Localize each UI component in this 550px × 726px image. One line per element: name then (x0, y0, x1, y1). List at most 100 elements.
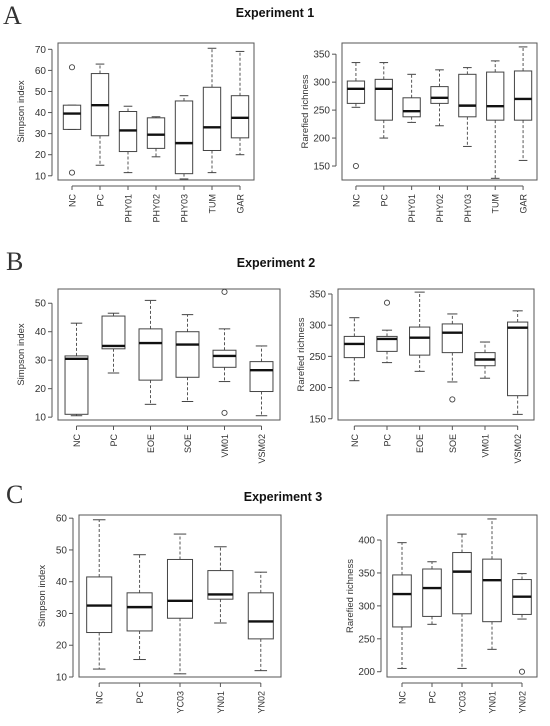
iqr-box (343, 335, 365, 359)
x-category-label: PC (379, 194, 389, 207)
y-axis-title: Simpson index (37, 565, 48, 628)
iqr-box (247, 592, 274, 640)
y-tick-label: 10 (35, 171, 47, 182)
box-tum (486, 60, 505, 179)
iqr-box (166, 558, 194, 619)
box-nc (64, 322, 89, 417)
outlier-point (449, 396, 456, 403)
plot-frame (57, 288, 281, 421)
box-yc03 (166, 533, 194, 675)
iqr-box (249, 361, 274, 393)
x-category-label: NC (398, 691, 408, 704)
x-category-label: EOE (146, 434, 156, 453)
y-tick-label: 40 (56, 577, 68, 588)
outlier-point (221, 288, 228, 295)
box-pc (90, 63, 110, 166)
iqr-box (146, 117, 166, 149)
experiment-3-title: Experiment 3 (244, 490, 323, 504)
plot-b-simpson: 10 20 30 40 50 Simpson index NC PC EOE SOE VM01 VSM… (16, 288, 281, 464)
y-tick-label: 70 (35, 45, 47, 56)
x-category-label: NC (351, 194, 361, 207)
plot-frame (337, 288, 535, 421)
x-category-label: YC03 (176, 691, 186, 714)
plot-frame (341, 42, 538, 181)
y-tick-label: 300 (309, 321, 326, 332)
x-category-label: PHY03 (463, 194, 473, 223)
y-tick-label: 150 (309, 414, 326, 425)
y-tick-label: 40 (35, 327, 47, 338)
outlier-point (68, 64, 76, 71)
box-phy03 (458, 67, 477, 147)
box-vsm02 (249, 345, 274, 417)
x-category-label: YN01 (216, 691, 226, 714)
box-yc03 (452, 533, 472, 669)
x-category-label: GAR (519, 194, 529, 214)
plot-frame (386, 514, 538, 678)
y-tick-label: 30 (35, 129, 47, 140)
iqr-box (374, 78, 393, 121)
y-tick-label: 30 (56, 609, 68, 620)
y-axis-title: Rarefied richness (296, 317, 307, 391)
x-category-label: SOE (448, 434, 458, 453)
x-category-label: VSM02 (257, 434, 267, 464)
y-tick-label: 150 (313, 162, 330, 173)
box-yn02 (512, 573, 532, 675)
plot-frame (78, 514, 282, 678)
x-category-label: NC (68, 194, 78, 207)
panel-letter-a: A (3, 1, 22, 30)
x-category-label: GAR (236, 194, 246, 214)
x-category-label: YN01 (488, 691, 498, 714)
iqr-box (513, 70, 533, 121)
iqr-box (138, 328, 163, 381)
plot-c-richness: 200 250 300 350 400 Rarefied richness NC PC YC03… (345, 514, 538, 714)
box-nc (392, 542, 412, 669)
y-tick-label: 350 (358, 568, 375, 579)
x-category-label: NC (95, 691, 105, 704)
x-category-label: VSM02 (513, 434, 523, 464)
y-tick-label: 10 (35, 413, 47, 424)
box-phy01 (118, 105, 138, 174)
y-tick-label: 30 (35, 356, 47, 367)
iqr-box (441, 323, 463, 354)
iqr-box (174, 100, 194, 175)
plot-frame (57, 42, 255, 181)
iqr-box (458, 73, 477, 118)
box-vm01 (474, 341, 496, 379)
box-nc (62, 64, 82, 176)
y-tick-label: 20 (56, 641, 68, 652)
iqr-box (430, 86, 449, 104)
box-eoe (409, 291, 431, 372)
box-phy03 (174, 95, 194, 180)
x-category-label: PHY02 (435, 194, 445, 223)
y-tick-label: 250 (313, 106, 330, 117)
x-category-label: VM01 (481, 434, 491, 458)
iqr-box (392, 574, 412, 628)
panel-letter-b: B (6, 247, 23, 276)
plot-a-simpson: 10 20 30 40 50 60 70 Simpson index NC PC PHY01 PHY0… (16, 42, 255, 223)
box-yn01 (482, 518, 502, 650)
experiment-2-title: Experiment 2 (237, 256, 316, 270)
box-soe (441, 313, 463, 403)
x-category-label: TUM (491, 194, 501, 214)
outlier-point (221, 409, 228, 416)
x-category-label: YN02 (518, 691, 528, 714)
outlier-point (518, 668, 526, 675)
outlier-point (68, 169, 76, 176)
box-tum (202, 47, 222, 174)
y-tick-label: 50 (35, 87, 47, 98)
x-category-label: YC03 (458, 691, 468, 714)
box-vm01 (212, 288, 237, 416)
box-gar (513, 46, 533, 161)
iqr-box (422, 568, 442, 617)
plot-b-richness: 150 200 250 300 350 Rarefied richness NC PC EOE S… (296, 288, 535, 464)
x-category-label: NC (72, 434, 82, 447)
box-gar (230, 50, 250, 156)
y-tick-label: 400 (358, 536, 375, 547)
x-category-label: PC (109, 434, 119, 447)
x-category-label: PHY03 (180, 194, 190, 223)
y-axis-title: Simpson index (16, 323, 27, 386)
y-tick-label: 350 (309, 289, 326, 300)
box-pc (376, 299, 398, 364)
plot-a-richness: 150 200 250 300 350 Rarefied richness NC PC PHY0… (300, 42, 538, 223)
